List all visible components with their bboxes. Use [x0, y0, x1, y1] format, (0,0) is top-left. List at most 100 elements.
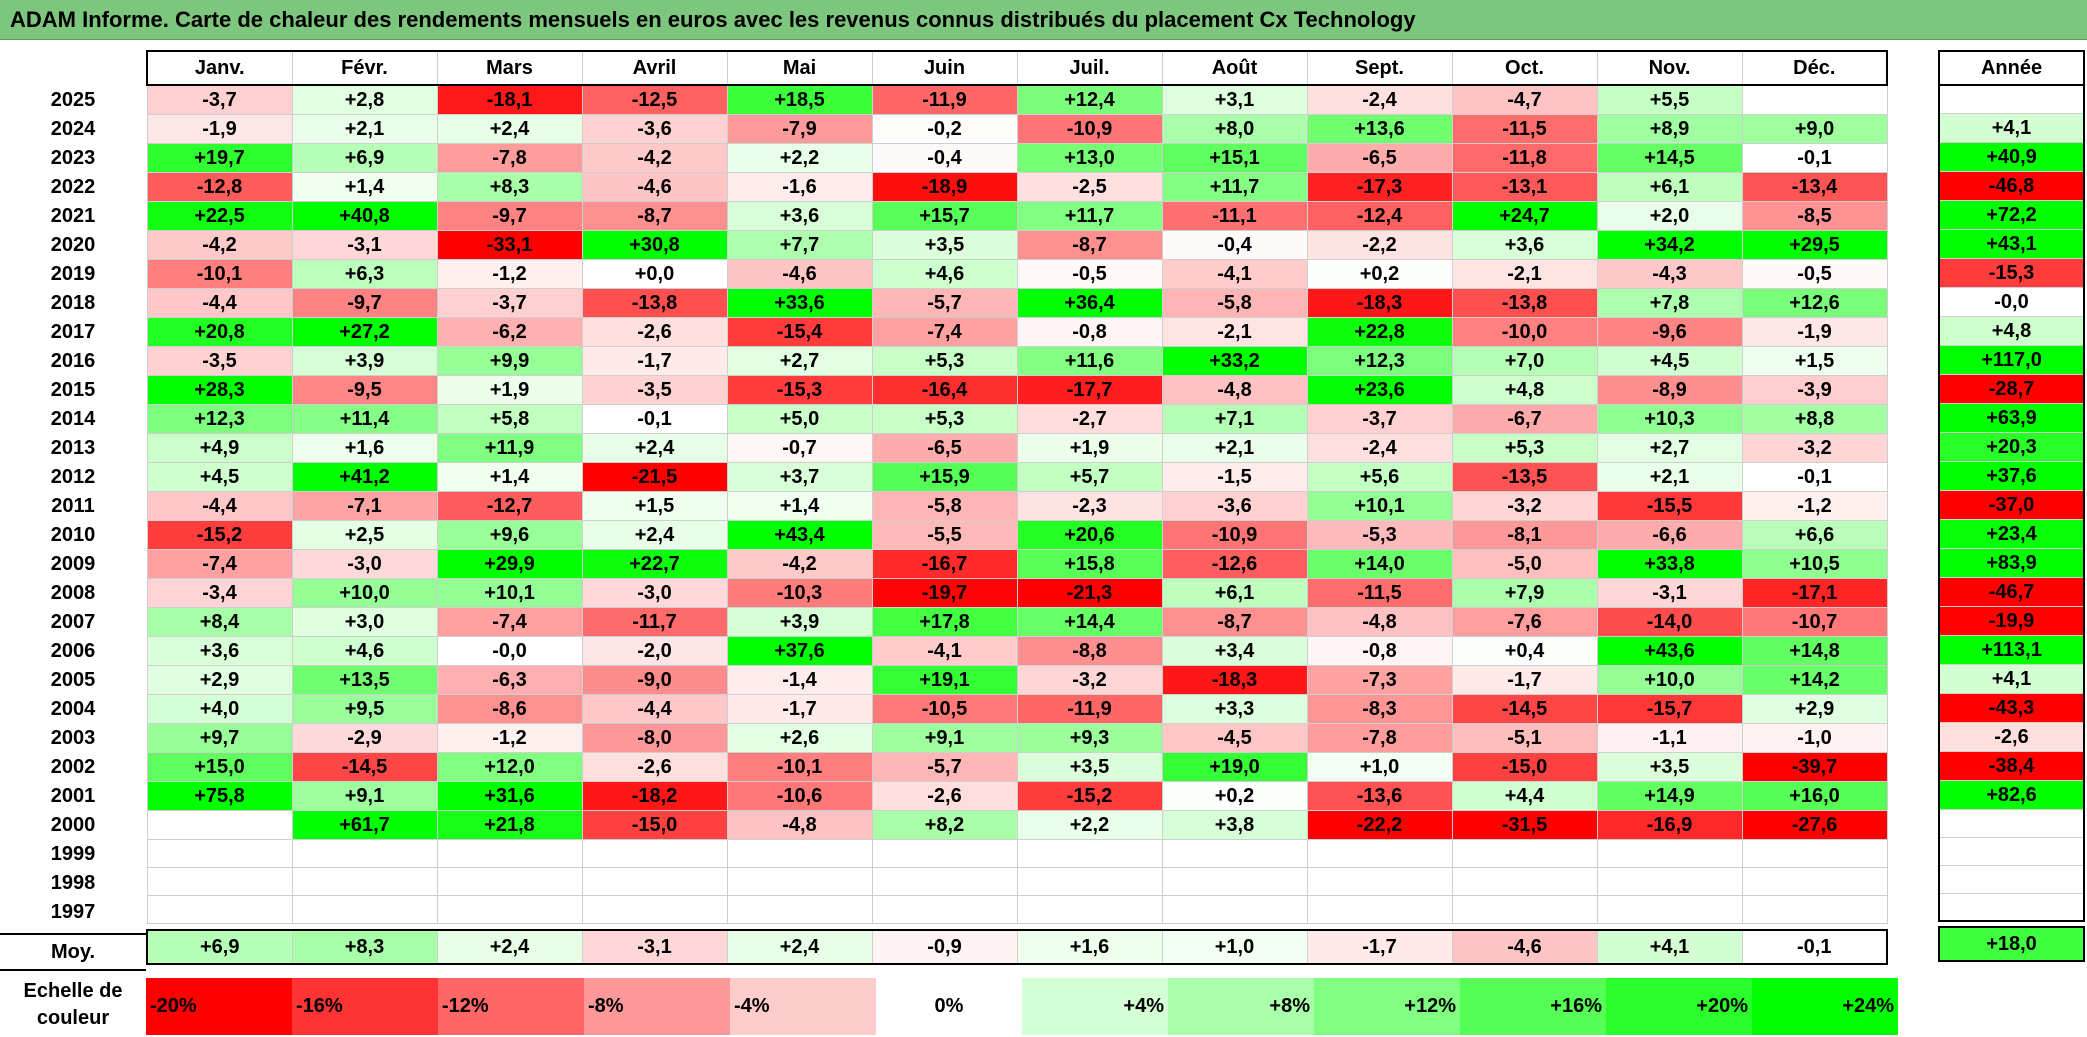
heat-cell-2008-8: -11,5	[1306, 578, 1453, 608]
annual-cell-2011: -37,0	[1938, 489, 2085, 519]
heat-cell-2000-7: +3,8	[1161, 810, 1308, 840]
heat-cell-1997-4	[726, 895, 873, 924]
heat-cell-2013-9: +5,3	[1451, 433, 1598, 463]
heat-cell-2017-0: +20,8	[146, 317, 293, 347]
heat-cell-2017-2: -6,2	[436, 317, 583, 347]
year-header-blank	[0, 50, 146, 86]
heat-cell-2012-5: +15,9	[871, 462, 1018, 492]
annual-cell-2014: +63,9	[1938, 402, 2085, 432]
annual-cell-2023: +40,9	[1938, 141, 2085, 171]
year-label-2020: 2020	[50, 234, 96, 256]
table-row: +8,4 +3,0 -7,4 -11,7 +3,9 +17,8 +14,4 -8,7 -4,8-…	[146, 607, 1888, 637]
heat-cell-2012-1: +41,2	[291, 462, 438, 492]
heat-cell-2011-5: -5,8	[871, 491, 1018, 521]
heat-cell-2019-7: -4,1	[1161, 259, 1308, 289]
heat-cell-1999-4	[726, 839, 873, 868]
year-label-2009: 2009	[50, 553, 96, 575]
heat-cell-2022-7: +11,7	[1161, 172, 1308, 202]
annual-cell-2006: +113,1	[1938, 634, 2085, 664]
heat-cell-2014-10: +10,3	[1596, 404, 1743, 434]
heat-cell-2002-10: +3,5	[1596, 752, 1743, 782]
heat-cell-2021-1: +40,8	[291, 201, 438, 231]
heat-cell-2002-1: -14,5	[291, 752, 438, 782]
table-row: -4,4 -7,1 -12,7 +1,5 +1,4 -5,8 -2,3 -3,6 +10,1 -3…	[146, 491, 1888, 521]
month-header-11: Déc.	[1741, 50, 1888, 86]
heat-cell-2023-11: -0,1	[1741, 143, 1888, 173]
heat-cell-2023-2: -7,8	[436, 143, 583, 173]
heat-cell-2012-2: +1,4	[436, 462, 583, 492]
heat-cell-2015-10: -8,9	[1596, 375, 1743, 405]
table-row	[146, 867, 1888, 896]
heat-cell-1997-9	[1451, 895, 1598, 924]
year-label-2012: 2012	[50, 466, 96, 488]
heat-cell-1997-2	[436, 895, 583, 924]
heat-cell-2001-5: -2,6	[871, 781, 1018, 811]
heat-cell-2004-4: -1,7	[726, 694, 873, 724]
heat-cell-2021-10: +2,0	[1596, 201, 1743, 231]
table-row: +4,5 +41,2 +1,4 -21,5 +3,7 +15,9 +5,7 -1,5 +5,6-…	[146, 462, 1888, 492]
heat-cell-2003-2: -1,2	[436, 723, 583, 753]
scale-cell-2: -12%	[438, 978, 584, 1035]
page-title: ADAM Informe. Carte de chaleur des rende…	[0, 0, 2087, 40]
heat-cell-2025-7: +3,1	[1161, 84, 1308, 115]
heat-cell-2016-10: +4,5	[1596, 346, 1743, 376]
year-label-2025: 2025	[50, 89, 96, 111]
table-row: -4,4 -9,7 -3,7 -13,8 +33,6 -5,7 +36,4 -5,8 -18,3…	[146, 288, 1888, 318]
heat-cell-2009-5: -16,7	[871, 549, 1018, 579]
table-row: +20,8 +27,2 -6,2 -2,6 -15,4 -7,4 -0,8 -2,1 +22,8…	[146, 317, 1888, 347]
year-labels: 2025 2024 2023 2022 2021 2020 2019 2018 2017 2016…	[0, 50, 146, 971]
heat-cell-2004-0: +4,0	[146, 694, 293, 724]
heat-cell-2005-4: -1,4	[726, 665, 873, 695]
heat-cell-2005-2: -6,3	[436, 665, 583, 695]
heat-cell-2013-1: +1,6	[291, 433, 438, 463]
heat-cell-2008-1: +10,0	[291, 578, 438, 608]
heat-cell-2020-2: -33,1	[436, 230, 583, 260]
heat-cell-2023-4: +2,2	[726, 143, 873, 173]
heat-cell-2018-1: -9,7	[291, 288, 438, 318]
heat-cell-2007-10: -14,0	[1596, 607, 1743, 637]
heat-cell-2005-6: -3,2	[1016, 665, 1163, 695]
heat-cell-2018-6: +36,4	[1016, 288, 1163, 318]
heat-cell-2003-11: -1,0	[1741, 723, 1888, 753]
heat-cell-2008-0: -3,4	[146, 578, 293, 608]
heat-cell-2016-5: +5,3	[871, 346, 1018, 376]
heat-cell-2007-2: -7,4	[436, 607, 583, 637]
heat-cell-2024-2: +2,4	[436, 114, 583, 144]
heat-cell-2007-6: +14,4	[1016, 607, 1163, 637]
heat-cell-2001-1: +9,1	[291, 781, 438, 811]
annual-average-cell: +18,0	[1938, 926, 2085, 962]
annual-cell-2021: +72,2	[1938, 199, 2085, 229]
heat-cell-2018-9: -13,8	[1451, 288, 1598, 318]
heat-cell-2009-6: +15,8	[1016, 549, 1163, 579]
heat-cell-2005-7: -18,3	[1161, 665, 1308, 695]
heat-cell-2013-7: +2,1	[1161, 433, 1308, 463]
annual-cell-2009: +83,9	[1938, 547, 2085, 577]
heat-cell-2017-1: +27,2	[291, 317, 438, 347]
heat-cell-2023-10: +14,5	[1596, 143, 1743, 173]
heat-cell-2012-4: +3,7	[726, 462, 873, 492]
scale-cell-5: 0%	[876, 978, 1022, 1035]
heat-cell-2011-6: -2,3	[1016, 491, 1163, 521]
heat-cell-2018-2: -3,7	[436, 288, 583, 318]
heat-cell-2007-9: -7,6	[1451, 607, 1598, 637]
month-header-0: Janv.	[146, 50, 293, 86]
heat-cell-2021-2: -9,7	[436, 201, 583, 231]
heat-cell-2006-4: +37,6	[726, 636, 873, 666]
heat-cell-2005-5: +19,1	[871, 665, 1018, 695]
year-label-1997: 1997	[50, 901, 96, 923]
heat-cell-2015-2: +1,9	[436, 375, 583, 405]
heat-cell-2006-5: -4,1	[871, 636, 1018, 666]
heat-cell-2022-11: -13,4	[1741, 172, 1888, 202]
heat-cell-2024-4: -7,9	[726, 114, 873, 144]
year-label-2010: 2010	[50, 524, 96, 546]
heat-cell-2005-10: +10,0	[1596, 665, 1743, 695]
heat-cell-2004-3: -4,4	[581, 694, 728, 724]
heat-cell-2020-9: +3,6	[1451, 230, 1598, 260]
heat-cell-2013-0: +4,9	[146, 433, 293, 463]
year-label-2003: 2003	[50, 727, 96, 749]
year-label-2024: 2024	[50, 118, 96, 140]
heat-cell-2009-4: -4,2	[726, 549, 873, 579]
heat-cell-2007-5: +17,8	[871, 607, 1018, 637]
heat-cell-2014-2: +5,8	[436, 404, 583, 434]
scale-cell-7: +8%	[1168, 978, 1314, 1035]
